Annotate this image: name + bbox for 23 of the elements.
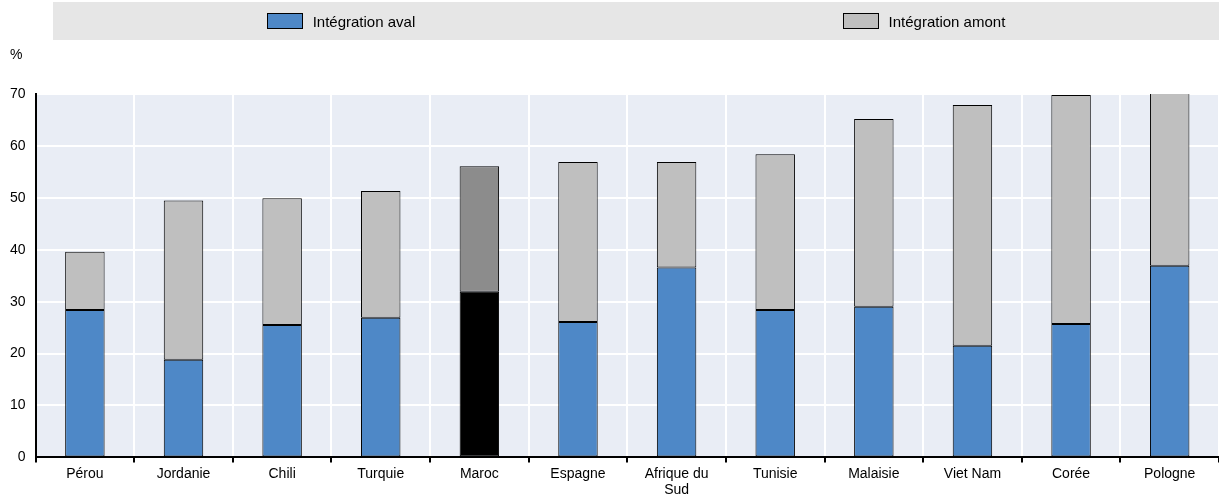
x-tick-label: Espagne — [550, 464, 606, 481]
y-tick-label: 70 — [9, 84, 26, 101]
y-tick-label: 10 — [9, 396, 26, 413]
y-tick-label: 50 — [9, 188, 26, 205]
x-tick-label: Chili — [268, 464, 296, 481]
y-tick-label: 30 — [9, 292, 26, 309]
y-tick-label: 20 — [9, 344, 26, 361]
x-tick-label: Viet Nam — [943, 464, 1002, 481]
x-tick-label: Jordanie — [156, 464, 211, 481]
y-tick-label: 0 — [17, 448, 26, 465]
x-tick-label: Pologne — [1144, 464, 1196, 481]
y-tick-label: 60 — [9, 136, 26, 153]
x-tick-label: Pérou — [66, 464, 104, 481]
y-axis-title: % — [10, 46, 23, 62]
x-tick-label: Malaisie — [848, 464, 900, 481]
x-tick-label: Maroc — [459, 464, 499, 481]
x-tick-label: Turquie — [357, 464, 405, 481]
legend-label: Intégration aval — [312, 12, 416, 30]
x-tick-label: Afrique du Sud — [644, 464, 709, 498]
x-tick-label: Corée — [1052, 464, 1091, 481]
x-tick-label: Tunisie — [752, 464, 798, 481]
y-tick-label: 40 — [9, 240, 26, 257]
legend-label: Intégration amont — [888, 12, 1006, 30]
